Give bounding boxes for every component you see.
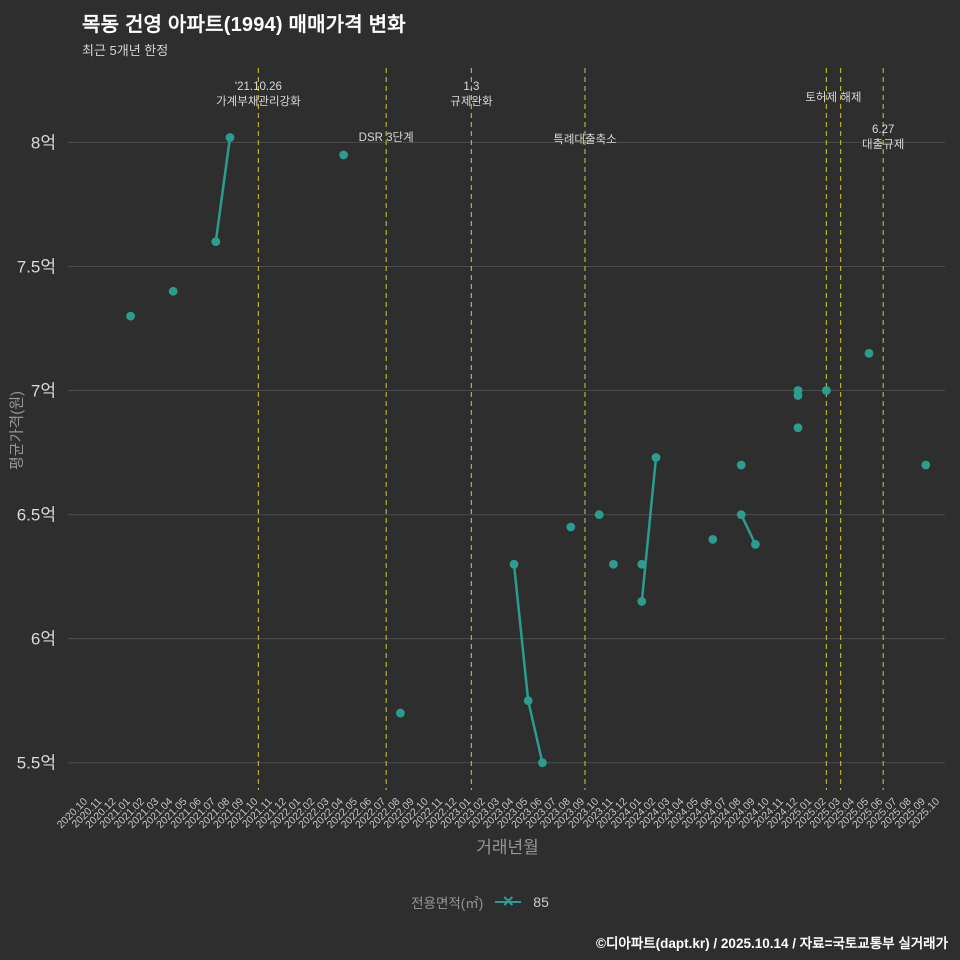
y-axis-label: 평균가격(원) <box>8 391 26 470</box>
series-line <box>640 456 658 603</box>
data-point[interactable] <box>211 237 221 247</box>
data-point[interactable] <box>339 150 348 160</box>
data-point[interactable] <box>751 539 760 549</box>
y-tick-label: 5.5억 <box>17 754 56 773</box>
data-point[interactable] <box>396 708 405 718</box>
legend-label: 전용면적(㎡) <box>411 896 484 911</box>
legend[interactable]: 전용면적(㎡) ✕ 85 <box>0 892 960 912</box>
data-point[interactable] <box>736 460 746 470</box>
event-label: '21.10.26 <box>235 81 282 93</box>
data-point[interactable] <box>793 423 803 433</box>
legend-line-sample <box>495 901 522 903</box>
y-tick-label: 6억 <box>31 630 56 649</box>
data-point[interactable] <box>126 311 135 321</box>
data-point[interactable] <box>708 535 718 544</box>
data-point[interactable] <box>793 391 803 400</box>
data-point[interactable] <box>822 386 831 395</box>
series-x-marker-icon: ✕ <box>495 893 522 911</box>
event-label: 6.27 <box>872 124 894 136</box>
chart-subtitle: 최근 5개년 한정 <box>82 43 169 58</box>
x-marker-glyph: ✕ <box>502 893 515 911</box>
data-point[interactable] <box>566 522 576 532</box>
y-tick-label: 6.5억 <box>17 506 56 525</box>
x-axis-label: 거래년월 <box>476 838 539 857</box>
legend-series-name: 85 <box>533 894 549 910</box>
event-label: 토허제 해제 <box>805 91 861 104</box>
data-point[interactable] <box>225 133 235 142</box>
data-point[interactable] <box>168 286 178 296</box>
y-tick-label: 7억 <box>31 382 56 401</box>
series-line <box>739 513 757 546</box>
series-line <box>512 562 544 764</box>
data-point[interactable] <box>637 597 647 606</box>
data-point[interactable] <box>921 460 931 470</box>
y-tick-label: 7.5억 <box>17 257 56 276</box>
data-point[interactable] <box>651 453 661 462</box>
event-label: 대출규제 <box>862 138 904 151</box>
data-point[interactable] <box>523 696 533 706</box>
data-point[interactable] <box>736 510 746 519</box>
event-label: 특례대출축소 <box>553 133 616 146</box>
data-point[interactable] <box>538 758 547 768</box>
event-label: 1.3 <box>463 81 479 93</box>
footer-credit: ©디아파트(dapt.kr) / 2025.10.14 / 자료=국토교통부 실… <box>596 936 948 951</box>
data-point[interactable] <box>864 348 874 358</box>
event-label: 가계부채관리강화 <box>216 95 301 108</box>
event-label: DSR 3단계 <box>359 131 414 144</box>
y-tick-label: 8억 <box>31 133 56 152</box>
data-point[interactable] <box>509 559 519 569</box>
chart-title: 목동 건영 아파트(1994) 매매가격 변화 <box>82 14 406 36</box>
event-label: 규제완화 <box>450 95 493 108</box>
data-point[interactable] <box>609 559 618 569</box>
series-line <box>214 136 232 243</box>
data-point[interactable] <box>594 510 604 519</box>
